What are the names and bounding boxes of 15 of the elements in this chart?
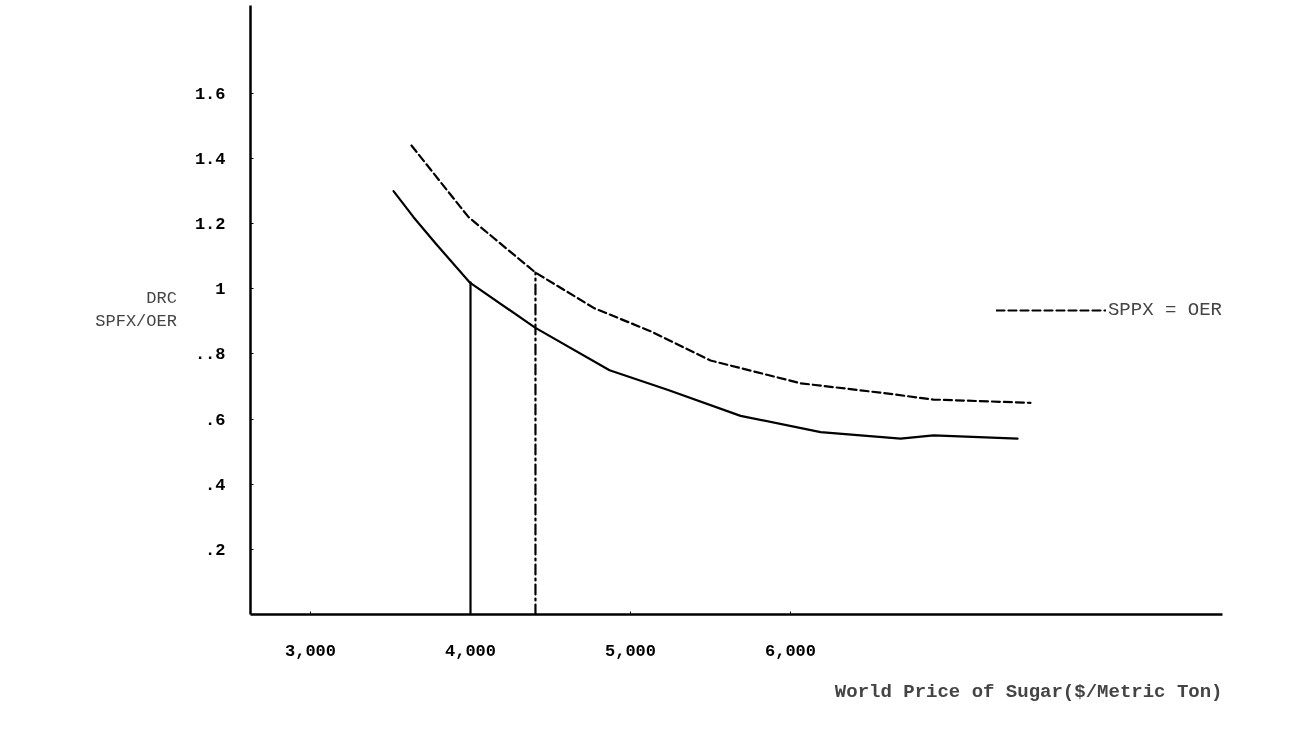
y-tick-label: .6 bbox=[205, 410, 226, 430]
x-tick-label: 3,000 bbox=[285, 641, 337, 661]
y-tick-label: ..8 bbox=[194, 345, 226, 365]
y-tick-label: 1.2 bbox=[194, 215, 226, 235]
x-tick-label: 4,000 bbox=[445, 641, 497, 661]
y-tick-label: 1.4 bbox=[194, 150, 226, 170]
y-tick-label: 1.6 bbox=[194, 84, 226, 104]
x-axis-title: World Price of Sugar($/Metric Ton) bbox=[834, 680, 1223, 703]
y-tick-label: 1 bbox=[215, 280, 226, 300]
x-tick-label: 6,000 bbox=[765, 641, 817, 661]
y-tick-label: .4 bbox=[205, 475, 226, 495]
text: SPPX = OER bbox=[1107, 298, 1222, 321]
y-tick-label: .2 bbox=[205, 540, 226, 560]
y-axis-title: DRC SPFX/OER bbox=[95, 289, 177, 331]
x-tick-label: 5,000 bbox=[605, 641, 657, 661]
